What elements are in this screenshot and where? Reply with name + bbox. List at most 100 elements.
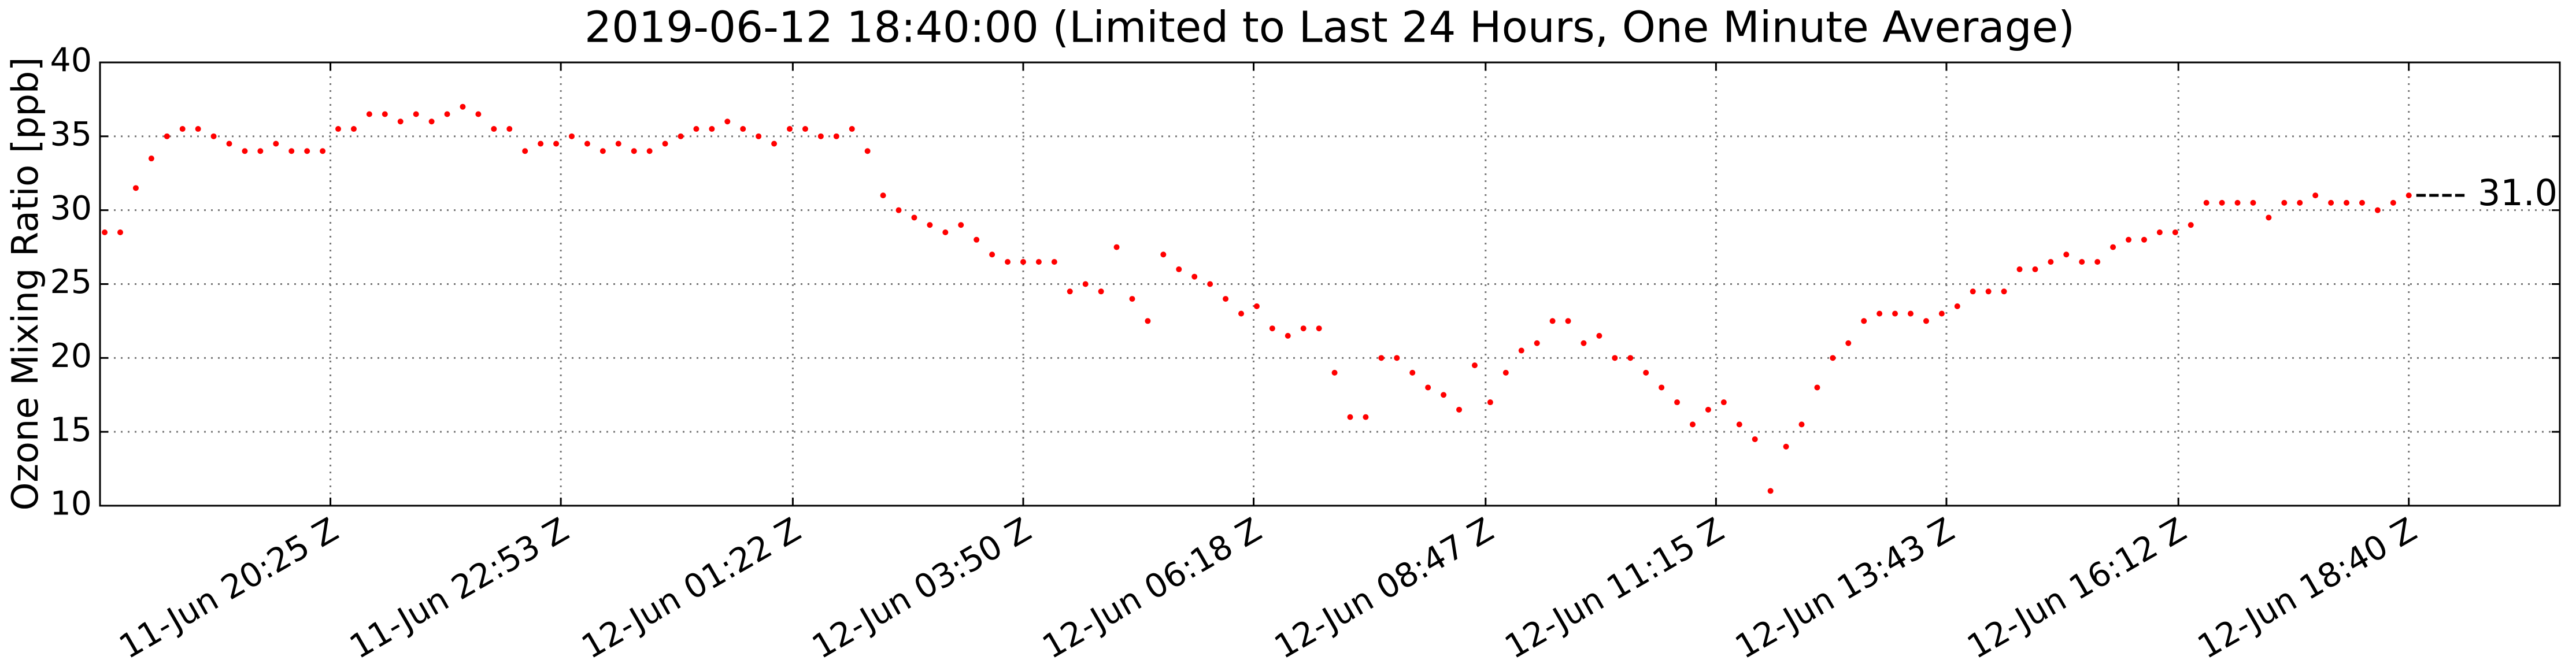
point bbox=[2281, 199, 2288, 206]
point bbox=[1798, 421, 1805, 428]
point bbox=[849, 126, 855, 132]
point bbox=[117, 229, 124, 236]
y-axis-label: Ozone Mixing Ratio [ppb] bbox=[4, 57, 46, 511]
point bbox=[2016, 266, 2023, 272]
point bbox=[1113, 244, 1120, 250]
point bbox=[1129, 296, 1135, 302]
point bbox=[989, 251, 995, 258]
point bbox=[1877, 310, 1883, 317]
point bbox=[1938, 310, 1945, 317]
point bbox=[195, 126, 201, 132]
point bbox=[1191, 273, 1198, 280]
point bbox=[2203, 199, 2209, 206]
point bbox=[1549, 318, 1556, 324]
point bbox=[1954, 303, 1960, 309]
point bbox=[2266, 214, 2272, 221]
point bbox=[304, 148, 310, 154]
point bbox=[599, 148, 606, 154]
point bbox=[2094, 259, 2101, 265]
point bbox=[148, 155, 154, 162]
point bbox=[615, 140, 621, 147]
point bbox=[1596, 332, 1602, 339]
y-tick-label: 15 bbox=[50, 411, 92, 449]
point bbox=[880, 192, 886, 199]
point bbox=[1051, 259, 1057, 265]
point bbox=[288, 148, 295, 154]
x-tick-label: 11-Jun 20:25 Z bbox=[113, 510, 345, 666]
point bbox=[1409, 369, 1416, 376]
point bbox=[460, 103, 466, 110]
point bbox=[1285, 332, 1291, 339]
point bbox=[2079, 259, 2085, 265]
point bbox=[2141, 236, 2147, 243]
point bbox=[771, 140, 778, 147]
point bbox=[1005, 259, 1011, 265]
point bbox=[444, 111, 450, 117]
point bbox=[242, 148, 248, 154]
y-tick-label: 30 bbox=[50, 189, 92, 227]
point bbox=[273, 140, 279, 147]
point bbox=[257, 148, 264, 154]
point bbox=[709, 126, 715, 132]
point bbox=[350, 126, 357, 132]
point bbox=[1565, 318, 1571, 324]
point bbox=[1518, 347, 1524, 354]
point bbox=[1441, 392, 1447, 398]
point bbox=[2344, 199, 2350, 206]
x-tick-label: 12-Jun 13:43 Z bbox=[1729, 510, 1961, 666]
point bbox=[1471, 362, 1478, 369]
y-tick-label: 35 bbox=[50, 115, 92, 153]
point bbox=[2405, 192, 2412, 199]
point bbox=[2126, 236, 2132, 243]
points bbox=[102, 103, 2412, 494]
point bbox=[1534, 340, 1540, 346]
point bbox=[1736, 421, 1742, 428]
point bbox=[1612, 355, 1618, 361]
point bbox=[2328, 199, 2334, 206]
point bbox=[1300, 325, 1306, 332]
point bbox=[1720, 399, 1727, 406]
point bbox=[1814, 384, 1820, 391]
point bbox=[1425, 384, 1431, 391]
x-tick-label: 12-Jun 01:22 Z bbox=[575, 510, 807, 666]
point bbox=[1985, 288, 1992, 295]
point bbox=[1861, 318, 1867, 324]
point bbox=[1643, 369, 1649, 376]
x-tick-label: 12-Jun 06:18 Z bbox=[1036, 510, 1268, 666]
point bbox=[895, 207, 902, 213]
point bbox=[1908, 310, 1914, 317]
point bbox=[974, 236, 980, 243]
point bbox=[1223, 296, 1229, 302]
point bbox=[2001, 288, 2007, 295]
point bbox=[1502, 369, 1509, 376]
point bbox=[2172, 229, 2178, 236]
point bbox=[1269, 325, 1275, 332]
point bbox=[164, 133, 170, 139]
point bbox=[1160, 251, 1167, 258]
point bbox=[475, 111, 482, 117]
point bbox=[1363, 414, 1369, 420]
point bbox=[413, 111, 419, 117]
point bbox=[756, 133, 762, 139]
point bbox=[958, 222, 964, 228]
point bbox=[553, 140, 560, 147]
point bbox=[817, 133, 824, 139]
grid bbox=[100, 61, 2560, 507]
x-tick-label: 12-Jun 08:47 Z bbox=[1268, 510, 1500, 666]
point bbox=[911, 214, 917, 221]
point bbox=[662, 140, 668, 147]
y-tick-label: 25 bbox=[50, 263, 92, 301]
point bbox=[538, 140, 544, 147]
point bbox=[320, 148, 326, 154]
point bbox=[568, 133, 575, 139]
point bbox=[179, 126, 186, 132]
point bbox=[2188, 222, 2194, 228]
point bbox=[2156, 229, 2163, 236]
point bbox=[1659, 384, 1665, 391]
point bbox=[1067, 288, 1073, 295]
point bbox=[927, 222, 933, 228]
point bbox=[2312, 192, 2319, 199]
point bbox=[2297, 199, 2303, 206]
point bbox=[132, 185, 139, 191]
